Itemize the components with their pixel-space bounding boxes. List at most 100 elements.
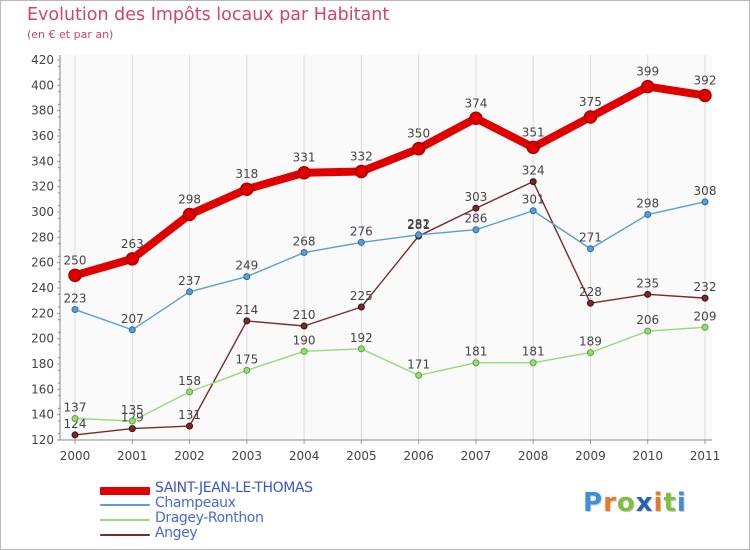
logo-letter: x bbox=[635, 488, 654, 518]
data-label-angey: 214 bbox=[235, 303, 258, 317]
data-label-champeaux: 276 bbox=[350, 224, 373, 238]
data-label-saint-jean-le-thomas: 375 bbox=[579, 95, 602, 109]
y-tick-label: 200 bbox=[31, 332, 54, 346]
data-point-saint-jean-le-thomas bbox=[526, 140, 540, 155]
data-point-champeaux bbox=[128, 326, 136, 334]
data-label-dragey-ronthon: 206 bbox=[636, 313, 659, 327]
data-point-saint-jean-le-thomas bbox=[68, 268, 82, 283]
y-tick-label: 360 bbox=[31, 129, 54, 143]
data-point-champeaux bbox=[71, 306, 79, 314]
data-point-dragey-ronthon bbox=[644, 327, 652, 335]
data-label-champeaux: 298 bbox=[636, 197, 659, 211]
data-point-angey bbox=[472, 204, 480, 212]
data-point-angey bbox=[243, 317, 251, 325]
legend-item-angey: Angey bbox=[100, 525, 360, 543]
data-label-saint-jean-le-thomas: 331 bbox=[293, 151, 316, 165]
legend-label: Dragey-Ronthon bbox=[155, 510, 264, 526]
data-label-angey: 324 bbox=[522, 164, 545, 178]
x-tick-label: 2000 bbox=[60, 449, 91, 463]
data-point-champeaux bbox=[529, 207, 537, 215]
data-point-angey bbox=[586, 299, 594, 307]
legend-swatch bbox=[100, 534, 150, 536]
logo-letter: i bbox=[676, 488, 687, 518]
y-tick-label: 280 bbox=[31, 230, 54, 244]
y-tick-label: 220 bbox=[31, 306, 54, 320]
data-label-saint-jean-le-thomas: 392 bbox=[694, 73, 717, 87]
data-point-angey bbox=[644, 290, 652, 298]
data-label-saint-jean-le-thomas: 350 bbox=[407, 127, 430, 141]
x-tick-label: 2001 bbox=[117, 449, 148, 463]
data-point-dragey-ronthon bbox=[529, 359, 537, 367]
data-point-angey bbox=[300, 322, 308, 330]
data-label-dragey-ronthon: 181 bbox=[464, 345, 487, 359]
y-tick-label: 320 bbox=[31, 180, 54, 194]
legend-swatch bbox=[100, 487, 150, 495]
legend-item-champeaux: Champeaux bbox=[100, 495, 360, 513]
y-tick-label: 300 bbox=[31, 205, 54, 219]
series-line-saint-jean-le-thomas bbox=[71, 82, 709, 280]
data-point-champeaux bbox=[586, 245, 594, 253]
data-label-angey: 124 bbox=[64, 417, 87, 431]
series-line-champeaux bbox=[74, 201, 706, 331]
data-label-saint-jean-le-thomas: 399 bbox=[636, 65, 659, 79]
x-tick-label: 2004 bbox=[289, 449, 320, 463]
legend-label: Champeaux bbox=[155, 495, 236, 511]
data-label-champeaux: 223 bbox=[64, 292, 87, 306]
data-point-saint-jean-le-thomas bbox=[640, 79, 655, 94]
x-tick-label: 2006 bbox=[403, 449, 434, 463]
data-point-dragey-ronthon bbox=[586, 349, 594, 357]
y-tick-label: 380 bbox=[31, 104, 54, 118]
legend-item-dragey-ronthon: Dragey-Ronthon bbox=[100, 510, 360, 528]
data-point-saint-jean-le-thomas bbox=[583, 110, 598, 124]
data-point-saint-jean-le-thomas bbox=[125, 252, 140, 266]
logo-letter: P bbox=[583, 488, 604, 518]
x-tick-label: 2008 bbox=[518, 449, 549, 463]
data-point-champeaux bbox=[472, 226, 480, 234]
y-tick-label: 340 bbox=[31, 154, 54, 168]
plot-area bbox=[60, 55, 712, 440]
data-label-angey: 225 bbox=[350, 289, 373, 303]
data-label-dragey-ronthon: 181 bbox=[522, 345, 545, 359]
data-point-champeaux bbox=[701, 198, 709, 206]
data-point-angey bbox=[186, 422, 194, 430]
data-label-angey: 131 bbox=[178, 408, 201, 422]
data-label-dragey-ronthon: 137 bbox=[64, 400, 87, 414]
data-label-champeaux: 282 bbox=[407, 217, 430, 231]
y-tick-label: 420 bbox=[31, 53, 54, 67]
logo-letter: t bbox=[663, 488, 677, 518]
data-point-saint-jean-le-thomas bbox=[354, 164, 369, 179]
data-label-dragey-ronthon: 171 bbox=[407, 357, 430, 371]
data-point-angey bbox=[71, 431, 79, 439]
legend-swatch bbox=[100, 519, 150, 521]
data-label-angey: 210 bbox=[293, 308, 316, 322]
data-label-champeaux: 286 bbox=[464, 212, 487, 226]
x-tick-label: 2003 bbox=[232, 449, 263, 463]
data-point-saint-jean-le-thomas bbox=[411, 141, 426, 156]
data-label-dragey-ronthon: 158 bbox=[178, 374, 201, 388]
chart-subtitle: (en € et par an) bbox=[27, 28, 114, 41]
y-tick-label: 400 bbox=[31, 78, 54, 92]
data-point-champeaux bbox=[243, 273, 251, 281]
y-tick-label: 140 bbox=[31, 408, 54, 422]
legend-swatch bbox=[100, 504, 150, 506]
data-label-champeaux: 249 bbox=[235, 259, 258, 273]
data-label-saint-jean-le-thomas: 298 bbox=[178, 193, 201, 207]
data-point-dragey-ronthon bbox=[472, 359, 480, 367]
y-tick-label: 120 bbox=[31, 433, 54, 447]
y-tick-label: 240 bbox=[31, 281, 54, 295]
data-label-champeaux: 207 bbox=[121, 312, 144, 326]
series-line-angey bbox=[74, 180, 706, 436]
legend: SAINT-JEAN-LE-THOMAS Champeaux Dragey-Ro… bbox=[100, 480, 360, 543]
chart-title: Evolution des Impôts locaux par Habitant bbox=[27, 5, 390, 25]
legend-label: SAINT-JEAN-LE-THOMAS bbox=[155, 480, 313, 496]
data-label-champeaux: 237 bbox=[178, 274, 201, 288]
data-point-saint-jean-le-thomas bbox=[698, 88, 712, 103]
data-label-dragey-ronthon: 209 bbox=[694, 309, 717, 323]
x-tick-label: 2005 bbox=[346, 449, 377, 463]
data-point-angey bbox=[529, 178, 537, 186]
data-label-saint-jean-le-thomas: 318 bbox=[235, 167, 258, 181]
logo-letter: o bbox=[616, 488, 636, 518]
data-point-champeaux bbox=[415, 231, 423, 239]
data-label-champeaux: 271 bbox=[579, 231, 602, 245]
data-label-saint-jean-le-thomas: 374 bbox=[464, 96, 487, 110]
